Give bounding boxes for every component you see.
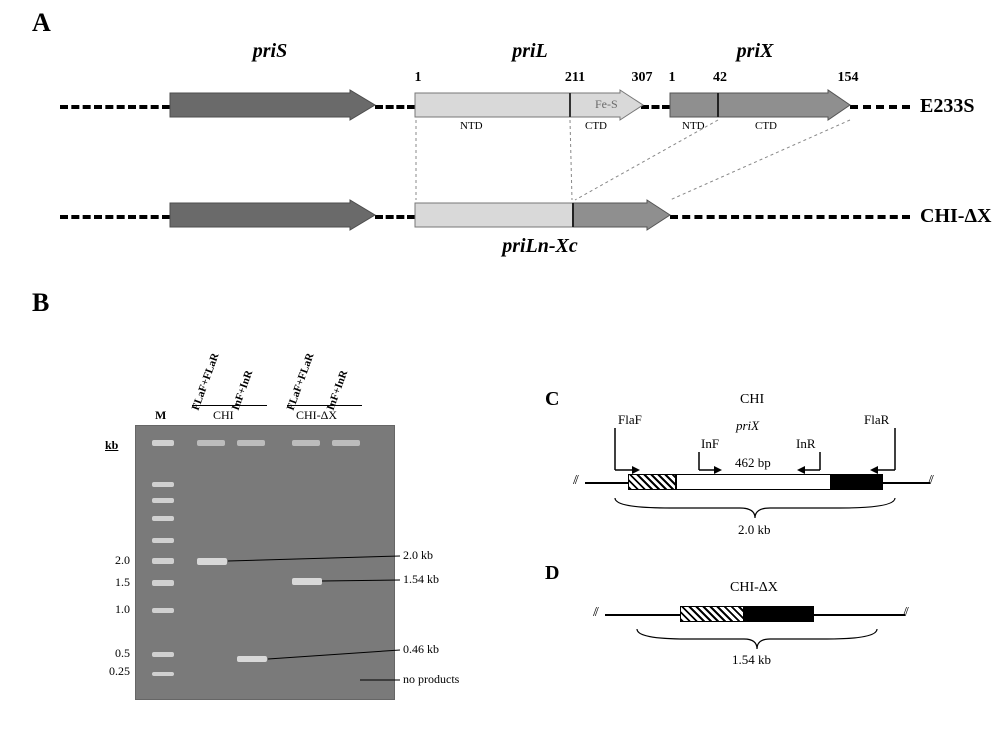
c-seg-white xyxy=(676,474,831,490)
d-slash-r: // xyxy=(903,605,907,621)
c-span: 2.0 kb xyxy=(738,522,771,538)
d-seg-hatch xyxy=(680,606,744,622)
c-brace xyxy=(610,495,900,525)
bp-462: 462 bp xyxy=(735,455,771,471)
c-seg-hatch xyxy=(628,474,676,490)
panel-d-label: D xyxy=(545,562,559,585)
d-title: CHI-ΔX xyxy=(730,580,778,596)
c-slash-r: // xyxy=(928,473,932,489)
d-span: 1.54 kb xyxy=(732,652,771,668)
c-seg-black xyxy=(831,474,883,490)
c-slash-l: // xyxy=(573,473,577,489)
d-slash-l: // xyxy=(593,605,597,621)
d-seg-black xyxy=(744,606,814,622)
